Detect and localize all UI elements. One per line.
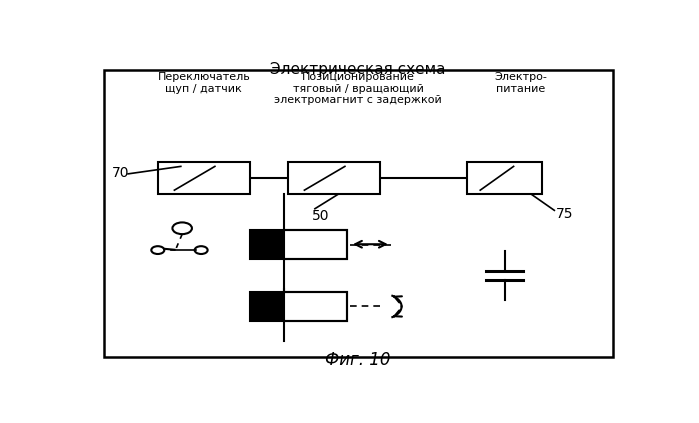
Text: 75: 75: [556, 206, 573, 221]
Bar: [288, 162, 380, 194]
Text: Переключатель
щуп / датчик: Переключатель щуп / датчик: [157, 72, 250, 93]
Text: Фиг. 10: Фиг. 10: [326, 352, 391, 369]
Bar: [284, 230, 347, 259]
Bar: [284, 292, 347, 321]
Text: Позиционирование
тяговый / вращающий
электромагнит с задержкой: Позиционирование тяговый / вращающий эле…: [275, 72, 442, 105]
Text: Электрическая схема: Электрическая схема: [271, 62, 446, 77]
Text: 70: 70: [112, 166, 129, 180]
Bar: [250, 230, 284, 259]
Text: 50: 50: [312, 209, 330, 223]
Bar: [158, 162, 250, 194]
Bar: [103, 70, 613, 357]
Bar: [250, 292, 347, 321]
Bar: [250, 230, 347, 259]
Bar: [250, 292, 284, 321]
Bar: [467, 162, 542, 194]
Text: Электро-
питание: Электро- питание: [494, 72, 547, 93]
